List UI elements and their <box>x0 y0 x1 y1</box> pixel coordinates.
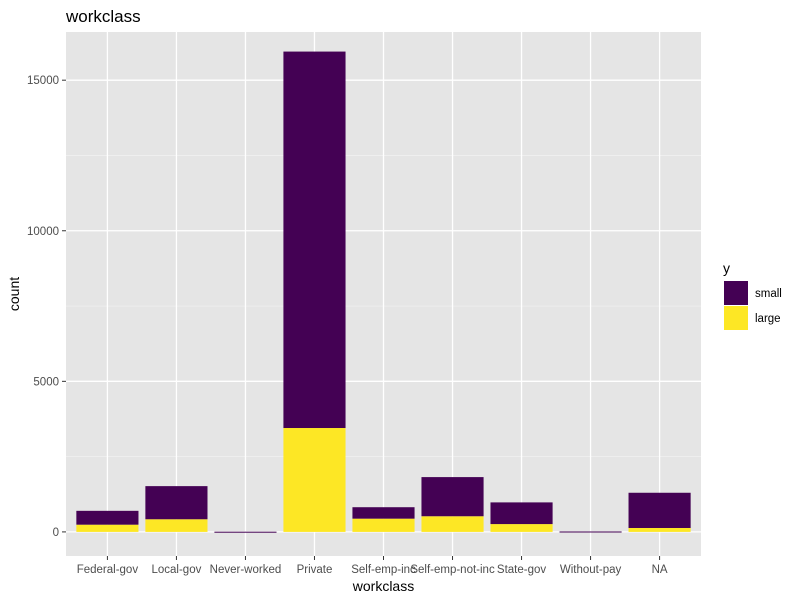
bar-small <box>145 486 208 520</box>
x-tick-label: Private <box>297 564 333 576</box>
bar-small <box>421 477 484 517</box>
bar-small <box>76 510 139 525</box>
x-tick-label: Self-emp-inc <box>351 564 416 576</box>
bars <box>76 51 691 533</box>
x-tick-label: Local-gov <box>151 564 201 576</box>
y-tick-label: 0 <box>53 527 59 539</box>
x-tick-label: NA <box>652 564 668 576</box>
bar-large <box>145 519 208 532</box>
x-tick-label: Self-emp-not-inc <box>410 564 495 576</box>
legend-key-small <box>724 281 748 305</box>
bar-large <box>76 524 139 532</box>
legend-title: y <box>723 260 730 276</box>
bar-large <box>628 527 691 532</box>
x-tick-label: Never-worked <box>210 564 282 576</box>
bar-small <box>490 502 553 525</box>
y-tick-label: 10000 <box>27 226 59 238</box>
chart-title: workclass <box>65 7 141 26</box>
bar-small <box>214 531 277 533</box>
bar-large <box>421 516 484 532</box>
legend-label-small: small <box>755 288 782 300</box>
legend-key-large <box>724 306 748 330</box>
bar-small <box>559 531 622 533</box>
bar-large <box>490 524 553 532</box>
y-tick-label: 15000 <box>27 75 59 87</box>
x-tick-label: Federal-gov <box>77 564 139 576</box>
bar-large <box>352 518 415 532</box>
y-axis-ticks: 0 5000 10000 15000 <box>27 75 66 539</box>
bar-small <box>283 51 346 429</box>
bar-small <box>352 507 415 519</box>
y-axis-title: count <box>6 277 22 311</box>
bar-large <box>283 428 346 532</box>
bar-small <box>628 492 691 528</box>
y-tick-label: 5000 <box>33 376 59 388</box>
x-axis-title: workclass <box>352 578 414 594</box>
x-tick-label: State-gov <box>497 564 546 576</box>
x-tick-label: Without-pay <box>560 564 622 576</box>
legend-label-large: large <box>755 313 781 325</box>
legend: y small large <box>723 260 782 330</box>
x-axis-ticks: Federal-gov Local-gov Never-worked Private S… <box>77 556 668 576</box>
legend-items: small large <box>724 281 782 330</box>
